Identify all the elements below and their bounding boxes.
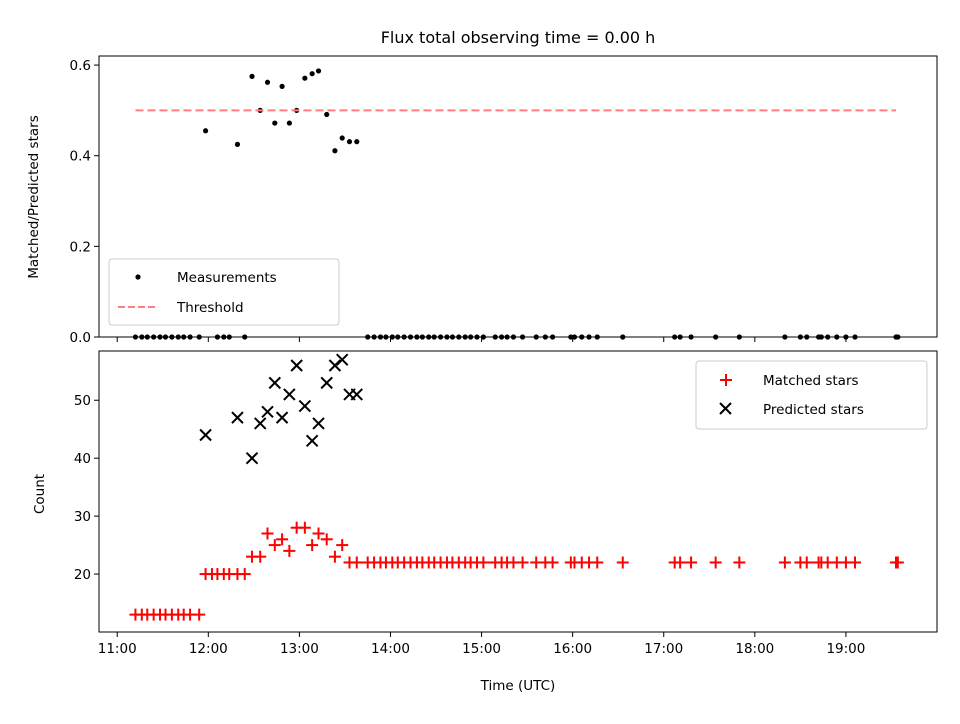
x-tick-label: 19:00 (826, 641, 865, 657)
x-tick-label: 15:00 (462, 641, 501, 657)
matched-stars-point (709, 556, 722, 569)
matched-stars-point (616, 556, 629, 569)
predicted-stars-point (245, 451, 259, 465)
bottom-plot-area (129, 353, 904, 621)
measurement-point (202, 128, 209, 134)
bottom-legend-box (695, 360, 928, 430)
legend-measurements-label: Measurements (177, 270, 277, 286)
predicted-stars-point (268, 376, 282, 390)
measurement-point (309, 71, 315, 77)
predicted-stars-point (328, 359, 342, 372)
predicted-stars-point (199, 428, 212, 442)
matched-stars-point (193, 608, 206, 621)
predicted-stars-point (275, 411, 289, 424)
matched-stars-point (800, 556, 813, 569)
matched-stars-point (591, 556, 604, 569)
matched-stars-point (733, 556, 746, 569)
legend-matched-marker (720, 374, 732, 386)
measurement-point (332, 148, 338, 154)
top-legend-box (108, 258, 340, 326)
matched-stars-point (328, 550, 341, 563)
top-y-tick-label: 0.2 (70, 239, 91, 255)
matched-stars-point (350, 556, 363, 569)
top-y-tick-label: 0.6 (70, 58, 91, 74)
chart-title: Flux total observing time = 0.00 h (381, 28, 656, 47)
bottom-y-tick-label: 50 (74, 393, 91, 409)
measurement-point (354, 139, 360, 145)
matched-stars-point (276, 533, 289, 546)
top-y-tick-label: 0.4 (70, 149, 91, 165)
predicted-stars-point (320, 376, 333, 390)
legend-predicted-marker (719, 402, 732, 415)
matched-stars-point (477, 556, 490, 569)
top-axes-frame (98, 55, 938, 338)
predicted-stars-point (305, 434, 319, 448)
x-tick-label: 18:00 (735, 641, 774, 657)
measurement-point (264, 79, 271, 85)
x-axis-label: Time (UTC) (480, 678, 556, 694)
predicted-stars-point (290, 359, 303, 372)
bottom-y-tick-label: 40 (74, 451, 91, 467)
bottom-legend: Matched stars Predicted stars (695, 360, 928, 430)
predicted-stars-point (254, 417, 267, 430)
bottom-y-tick-label: 20 (74, 567, 91, 583)
predicted-stars-point (312, 417, 325, 430)
matched-stars-point (283, 544, 296, 557)
matched-stars-point (312, 527, 325, 540)
x-tick-label: 16:00 (553, 641, 592, 657)
top-panel: 0.0 0.2 0.4 0.6 Matched/Predicted stars Mea… (26, 55, 938, 346)
x-tick-label: 14:00 (371, 641, 410, 657)
top-y-tick-label: 0.0 (70, 330, 91, 346)
measurement-point (315, 68, 322, 74)
legend-matched-label: Matched stars (763, 373, 859, 389)
measurement-point (249, 73, 255, 79)
measurement-point (346, 139, 353, 145)
measurement-point (286, 120, 292, 126)
matched-stars-point (849, 556, 862, 569)
matched-stars-point (254, 550, 267, 563)
measurement-point (272, 120, 278, 126)
measurement-point (324, 111, 330, 118)
matched-stars-point (674, 556, 687, 569)
matched-stars-point (778, 556, 791, 569)
x-tick-label: 12:00 (189, 641, 228, 657)
bottom-panel: 11:00 12:00 13:00 14:00 15:00 16:00 17:00 18:00… (32, 350, 938, 694)
predicted-stars-point (231, 411, 244, 424)
matched-stars-point (685, 556, 698, 569)
bottom-axes-ticks: 11:00 12:00 13:00 14:00 15:00 16:00 17:00 18:00… (74, 393, 866, 657)
measurement-point (279, 83, 285, 89)
predicted-stars-point (261, 405, 274, 419)
measurement-point (234, 141, 241, 147)
matched-stars-point (268, 539, 281, 552)
legend-threshold-label: Threshold (176, 300, 244, 316)
matched-stars-point (238, 568, 251, 581)
top-axes-ticks: 0.0 0.2 0.4 0.6 (70, 58, 847, 346)
matched-stars-point (516, 556, 529, 569)
matched-stars-point (891, 556, 904, 569)
predicted-stars-point (283, 388, 296, 401)
matched-stars-point (546, 556, 559, 569)
matched-stars-point (320, 533, 333, 546)
top-y-axis-label: Matched/Predicted stars (26, 115, 42, 278)
x-tick-label: 13:00 (280, 641, 319, 657)
predicted-stars-point (335, 353, 349, 366)
predicted-stars-point (350, 388, 363, 401)
bottom-axes-frame (98, 350, 938, 633)
legend-predicted-label: Predicted stars (763, 402, 864, 418)
x-tick-label: 11:00 (98, 641, 137, 657)
matched-stars-point (261, 527, 274, 540)
top-legend: Measurements Threshold (108, 258, 340, 326)
bottom-y-tick-label: 30 (74, 509, 91, 525)
bottom-y-axis-label: Count (32, 474, 48, 514)
measurement-point (339, 135, 345, 141)
matched-stars-point (306, 539, 319, 552)
matched-stars-point (298, 521, 311, 534)
measurement-point (302, 75, 308, 81)
predicted-stars-point (298, 399, 312, 413)
legend-measurements-marker (135, 274, 141, 280)
matched-stars-point (336, 539, 349, 552)
x-tick-label: 17:00 (644, 641, 683, 657)
